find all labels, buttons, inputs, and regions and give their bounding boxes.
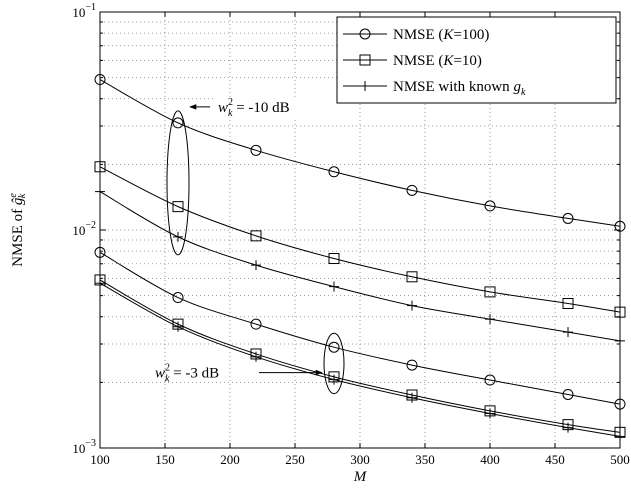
square-marker — [328, 253, 340, 265]
x-tick-label: 250 — [285, 452, 305, 467]
legend-entry-3: NMSE with known gk — [343, 79, 526, 98]
legend-label: NMSE (K=10) — [393, 53, 482, 69]
square-marker — [359, 54, 371, 66]
annotations: w2 k = -10 dB w2 k = -3 dB — [155, 96, 345, 395]
circle-marker — [562, 212, 574, 224]
circle-marker — [250, 318, 262, 330]
square-marker — [484, 286, 496, 298]
circle-marker — [328, 341, 340, 353]
x-tick-label: 200 — [220, 452, 240, 467]
circle-marker — [406, 359, 418, 371]
square-marker — [406, 271, 418, 283]
legend: NMSE (K=100) NMSE (K=10) NMSE with known g… — [336, 16, 617, 104]
y-axis-label: NMSE of ĝek — [8, 193, 28, 267]
y-tick-label: 10−2 — [72, 220, 96, 238]
group-ellipse-10db — [166, 110, 190, 256]
series-line — [99, 251, 621, 405]
y-tick-label: 10−1 — [72, 2, 96, 20]
annotation-10db: w2 k = -10 dB — [218, 97, 290, 119]
circle-marker — [406, 184, 418, 196]
axes: 100 150 200 250 300 350 400 450 500 10−3 10−2 10−1 M… — [8, 2, 630, 485]
circle-marker — [250, 144, 262, 156]
legend-label: NMSE (K=100) — [393, 27, 489, 43]
circle-marker — [172, 117, 184, 129]
circle-marker — [562, 388, 574, 400]
annotation-3db: w2 k = -3 dB — [155, 363, 219, 385]
circle-marker — [484, 374, 496, 386]
series-line — [99, 279, 621, 433]
x-tick-label: 150 — [155, 452, 175, 467]
x-tick-label: 500 — [610, 452, 630, 467]
circle-marker — [172, 292, 184, 304]
x-tick-label: 350 — [415, 452, 435, 467]
legend-entry-2: NMSE (K=10) — [343, 53, 482, 69]
x-axis-label: M — [353, 469, 368, 485]
x-tick-label: 100 — [90, 452, 110, 467]
legend-label: NMSE with known gk — [393, 79, 526, 98]
circle-marker — [359, 28, 371, 40]
x-tick-label: 450 — [545, 452, 565, 467]
series-line — [99, 79, 621, 227]
circle-marker — [328, 166, 340, 178]
series-line — [99, 166, 621, 313]
series-layer — [94, 74, 626, 442]
y-tick-label: 10−3 — [72, 438, 96, 456]
legend-entry-1: NMSE (K=100) — [343, 27, 489, 43]
square-marker — [562, 298, 574, 310]
annotation-bg — [214, 96, 342, 119]
square-marker — [250, 230, 262, 242]
series-line — [99, 282, 621, 437]
group-ellipse-3db — [323, 332, 345, 395]
circle-marker — [484, 200, 496, 212]
square-marker — [172, 201, 184, 213]
x-tick-label: 300 — [350, 452, 370, 467]
x-tick-label: 400 — [480, 452, 500, 467]
